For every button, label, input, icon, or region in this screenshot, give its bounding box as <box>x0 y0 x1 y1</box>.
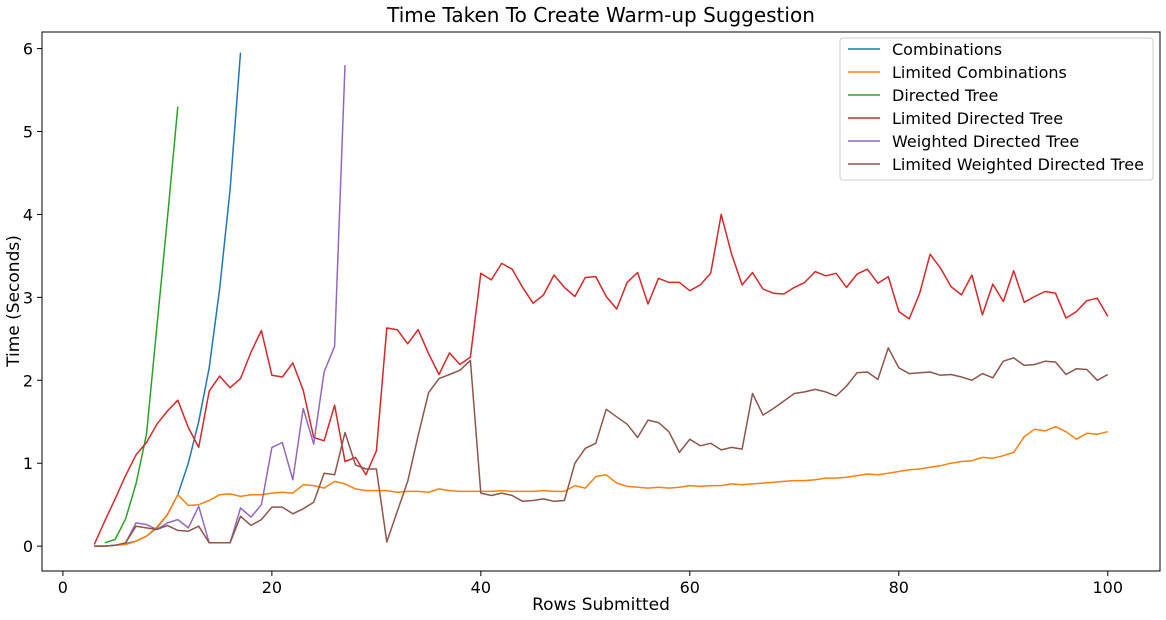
plot-frame <box>41 31 1161 572</box>
series-line-1 <box>94 425 1108 547</box>
x-tick-label: 40 <box>471 578 491 597</box>
y-tick-label: 4 <box>23 205 33 224</box>
legend-entry-1: Limited Combinations <box>892 63 1067 82</box>
y-tick-label: 1 <box>23 454 33 473</box>
y-tick-label: 6 <box>23 40 33 59</box>
chart-title: Time Taken To Create Warm-up Suggestion <box>386 3 815 27</box>
x-axis: 0 20 40 60 80 100 <box>58 571 1123 597</box>
plot-area <box>93 52 1109 547</box>
y-axis: 0 1 2 3 4 5 6 <box>23 40 42 556</box>
legend-box <box>839 37 1154 181</box>
y-axis-label: Time (Seconds) <box>4 235 24 368</box>
legend-entry-0: Combinations <box>892 40 1002 59</box>
x-tick-label: 100 <box>1092 578 1123 597</box>
series-line-4 <box>124 65 346 544</box>
series-line-3 <box>93 213 1109 545</box>
legend-entry-4: Weighted Directed Tree <box>892 132 1079 151</box>
legend-entry-3: Limited Directed Tree <box>892 109 1063 128</box>
x-tick-label: 60 <box>680 578 700 597</box>
y-tick-label: 3 <box>23 288 33 307</box>
y-tick-label: 5 <box>23 123 33 142</box>
y-tick-label: 0 <box>23 537 33 556</box>
x-axis-label: Rows Submitted <box>532 595 670 615</box>
legend: Combinations Limited Combinations Directed… <box>839 37 1154 181</box>
series-line-5 <box>94 347 1109 547</box>
legend-entry-5: Limited Weighted Directed Tree <box>892 155 1144 174</box>
series-line-2 <box>104 106 179 544</box>
x-tick-label: 80 <box>889 578 909 597</box>
legend-entry-2: Directed Tree <box>892 86 998 105</box>
y-tick-label: 2 <box>23 371 33 390</box>
x-tick-label: 20 <box>262 578 282 597</box>
x-tick-label: 0 <box>58 578 68 597</box>
series-line-0 <box>94 52 242 547</box>
